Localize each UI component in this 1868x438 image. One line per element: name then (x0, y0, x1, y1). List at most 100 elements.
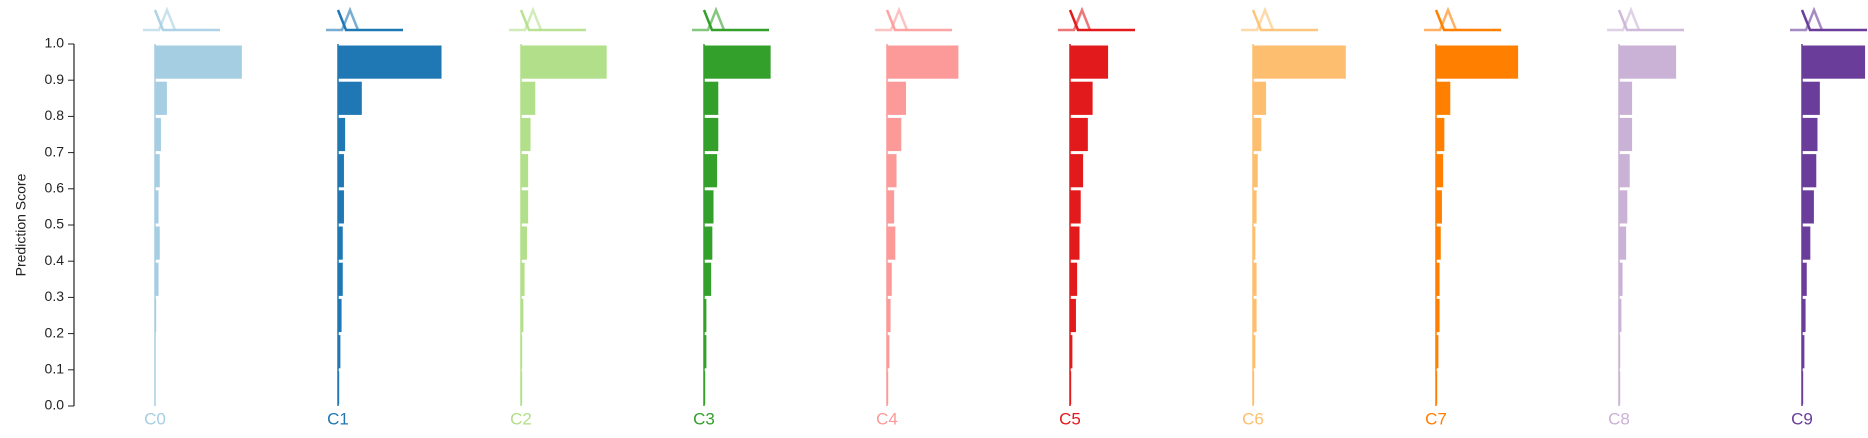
bar (887, 298, 891, 333)
y-tick-label: 0.8 (45, 107, 65, 123)
bar (1619, 226, 1627, 260)
class-label: C8 (1608, 409, 1630, 428)
class-label: C7 (1425, 409, 1447, 428)
bar (1619, 117, 1633, 152)
bar (338, 298, 342, 333)
bar (521, 262, 525, 296)
bar (1436, 335, 1439, 369)
bar (1436, 298, 1440, 333)
bar (1802, 371, 1804, 405)
class-label: C2 (510, 409, 532, 428)
bar (1802, 117, 1818, 152)
bar (1070, 45, 1109, 79)
bar (1253, 371, 1255, 405)
bar (1619, 371, 1621, 405)
bar (521, 81, 536, 115)
bar (1619, 335, 1621, 369)
sparkline-peak (509, 6, 543, 32)
sparkline (1800, 9, 1867, 32)
bar (155, 154, 160, 188)
class-label: C0 (144, 409, 166, 428)
bar (521, 190, 529, 224)
bar (704, 81, 719, 115)
bar (704, 335, 707, 369)
bar (1070, 190, 1081, 224)
bar (155, 117, 161, 152)
bar (1070, 117, 1088, 152)
bar (1436, 371, 1438, 405)
bar (1802, 154, 1817, 188)
bar (1253, 45, 1346, 79)
bar (704, 154, 718, 188)
sparkline (702, 9, 769, 32)
sparkline-peak (875, 6, 909, 32)
bar (887, 45, 959, 79)
bar (887, 262, 892, 296)
sparkline (336, 9, 403, 32)
bar (155, 81, 167, 115)
y-tick-label: 0.0 (45, 397, 65, 413)
bar (1436, 190, 1442, 224)
bar (704, 117, 719, 152)
bar (1253, 81, 1267, 115)
bar (1253, 335, 1256, 369)
sparkline-peak (1790, 6, 1824, 32)
y-tick-label: 0.1 (45, 361, 65, 377)
bar (521, 117, 531, 152)
bar (338, 226, 343, 260)
y-tick-label: 0.3 (45, 288, 65, 304)
bar (1436, 226, 1441, 260)
bar (1436, 154, 1444, 188)
bar (887, 371, 889, 405)
bar (1619, 262, 1623, 296)
bar (1619, 81, 1633, 115)
bar (704, 298, 707, 333)
bar (1070, 226, 1080, 260)
bar (338, 117, 346, 152)
bar (1619, 154, 1630, 188)
bar (521, 154, 529, 188)
bar (338, 262, 343, 296)
bar (155, 45, 242, 79)
bar (155, 226, 160, 260)
bar (704, 45, 771, 79)
bar (338, 335, 341, 369)
y-tick-label: 0.5 (45, 216, 65, 232)
bar (338, 371, 340, 405)
bar (1253, 298, 1257, 333)
bar (1802, 81, 1820, 115)
bar (704, 226, 713, 260)
bar (887, 190, 895, 224)
bar (887, 335, 890, 369)
y-tick-label: 0.7 (45, 143, 65, 159)
class-label: C4 (876, 409, 898, 428)
sparkline-peak (1241, 6, 1275, 32)
sparkline-peak (1424, 6, 1458, 32)
bar (1253, 226, 1256, 260)
bar (1253, 117, 1262, 152)
sparkline (1434, 9, 1501, 32)
bar (1253, 262, 1257, 296)
bar (1802, 45, 1866, 79)
bar (1253, 154, 1258, 188)
bar (155, 190, 159, 224)
bar (1436, 45, 1519, 79)
bar (704, 262, 712, 296)
bar (1802, 226, 1811, 260)
bar (338, 45, 442, 79)
bar (155, 298, 157, 333)
y-tick-label: 0.2 (45, 324, 65, 340)
class-label: C1 (327, 409, 349, 428)
sparkline (1251, 9, 1318, 32)
bar (1436, 262, 1440, 296)
bar (887, 154, 897, 188)
bar (1253, 190, 1257, 224)
class-label: C3 (693, 409, 715, 428)
class-label: C5 (1059, 409, 1081, 428)
bar (1619, 45, 1677, 79)
class-label: C9 (1791, 409, 1813, 428)
sparkline (1617, 9, 1684, 32)
sparkline-peak (1058, 6, 1092, 32)
sparkline-peak (1607, 6, 1641, 32)
